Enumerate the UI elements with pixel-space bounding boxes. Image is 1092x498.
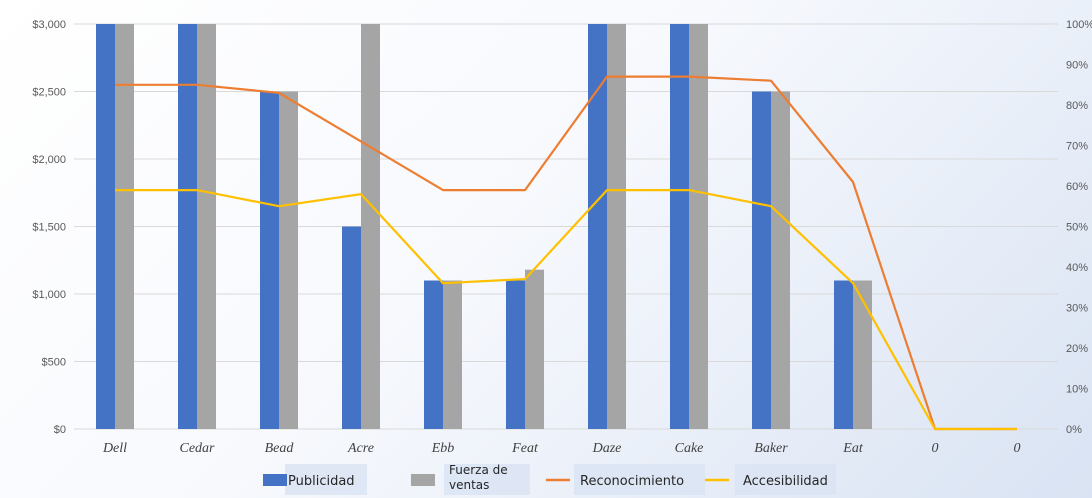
y-right-tick-label: 30%	[1066, 303, 1088, 315]
y-left-tick-label: $1,500	[32, 222, 66, 234]
bar-fuerza-de-ventas-5	[525, 269, 544, 429]
x-tick-label: Daze	[592, 441, 622, 456]
y-right-tick-label: 10%	[1066, 384, 1088, 396]
x-tick-label: 0	[932, 441, 939, 456]
line-series-accesibilidad	[115, 189, 1017, 431]
y-right-tick-label: 90%	[1066, 60, 1088, 72]
line-series-reconocimiento	[115, 75, 1017, 431]
bar-publicidad-1	[178, 24, 197, 429]
x-tick-label: Ebb	[431, 441, 455, 456]
legend-marker-box	[263, 474, 287, 486]
legend-label: Publicidad	[288, 474, 355, 489]
bar-fuerza-de-ventas-6	[607, 24, 626, 429]
bar-fuerza-de-ventas-0	[115, 24, 134, 429]
legend-label: Accesibilidad	[743, 474, 828, 489]
y-left-tick-label: $2,500	[32, 87, 66, 99]
y-right-tick-label: 0%	[1066, 424, 1082, 436]
bar-fuerza-de-ventas-9	[853, 280, 872, 429]
bar-fuerza-de-ventas-1	[197, 24, 216, 429]
x-tick-label: Acre	[347, 441, 374, 456]
legend-label-bg	[444, 464, 530, 495]
x-tick-label: Dell	[102, 441, 127, 456]
y-left-tick-label: $1,000	[32, 289, 66, 301]
bar-publicidad-6	[588, 24, 607, 429]
x-tick-label: Eat	[842, 441, 864, 456]
x-tick-label: Feat	[511, 441, 539, 456]
y-right-tick-label: 50%	[1066, 222, 1088, 234]
y-right-tick-label: 100%	[1066, 19, 1092, 31]
bar-publicidad-4	[424, 280, 443, 429]
bar-fuerza-de-ventas-3	[361, 24, 380, 429]
y-left-tick-label: $3,000	[32, 19, 66, 31]
bar-fuerza-de-ventas-8	[771, 91, 790, 429]
legend-label-line: Fuerza de	[449, 463, 508, 477]
legend-label-bg	[285, 464, 367, 495]
bar-publicidad-9	[834, 280, 853, 429]
bar-publicidad-8	[752, 91, 771, 429]
bar-fuerza-de-ventas-7	[689, 24, 708, 429]
y-left-tick-label: $2,000	[32, 154, 66, 166]
legend-marker-box	[411, 474, 435, 486]
legend-label-bg	[735, 464, 836, 495]
y-left-tick-label: $500	[42, 357, 66, 369]
y-right-tick-label: 70%	[1066, 141, 1088, 153]
y-left-tick-label: $0	[54, 424, 66, 436]
x-tick-label: Cedar	[180, 441, 216, 456]
x-tick-label: Bead	[265, 441, 295, 456]
bar-fuerza-de-ventas-4	[443, 280, 462, 429]
legend-label-line: ventas	[449, 478, 489, 492]
y-right-tick-label: 20%	[1066, 343, 1088, 355]
legend-label-bg	[574, 464, 705, 495]
y-right-tick-label: 60%	[1066, 181, 1088, 193]
bar-fuerza-de-ventas-2	[279, 91, 298, 429]
x-tick-label: 0	[1014, 441, 1021, 456]
x-tick-label: Cake	[675, 441, 704, 456]
bar-publicidad-5	[506, 280, 525, 429]
y-right-tick-label: 80%	[1066, 100, 1088, 112]
legend-label: Reconocimiento	[580, 474, 684, 489]
bar-publicidad-3	[342, 226, 361, 429]
y-right-tick-label: 40%	[1066, 262, 1088, 274]
bar-publicidad-2	[260, 91, 279, 429]
x-tick-label: Baker	[754, 441, 788, 456]
bar-publicidad-7	[670, 24, 689, 429]
bar-publicidad-0	[96, 24, 115, 429]
